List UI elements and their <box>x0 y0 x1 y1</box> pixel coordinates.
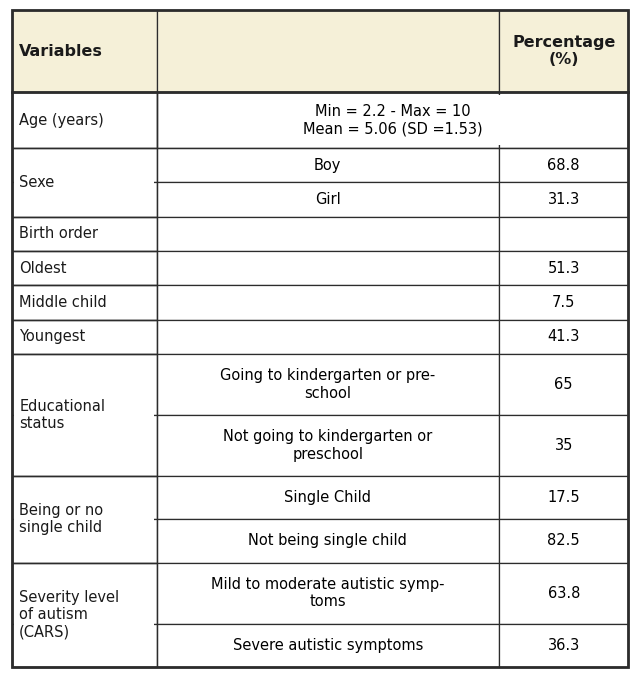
Text: 82.5: 82.5 <box>547 533 580 548</box>
Bar <box>12 217 157 251</box>
Bar <box>499 415 628 476</box>
Bar <box>499 476 628 519</box>
Text: Going to kindergarten or pre-
school: Going to kindergarten or pre- school <box>220 368 435 401</box>
Bar <box>157 92 499 148</box>
Text: Being or no
single child: Being or no single child <box>19 503 103 536</box>
Text: Age (years): Age (years) <box>19 112 104 128</box>
Bar <box>499 563 628 624</box>
Bar <box>14 357 154 473</box>
Text: Girl: Girl <box>315 192 340 207</box>
Bar <box>157 563 499 624</box>
Bar <box>12 320 157 354</box>
Bar <box>12 354 157 415</box>
Bar <box>499 285 628 320</box>
Bar <box>12 217 157 251</box>
Bar <box>499 182 628 217</box>
Bar <box>499 624 628 667</box>
Text: Min = 2.2 - Max = 10
Mean = 5.06 (SD =1.53): Min = 2.2 - Max = 10 Mean = 5.06 (SD =1.… <box>303 104 483 136</box>
Bar <box>12 519 157 563</box>
Bar <box>12 320 157 354</box>
Bar <box>157 415 499 476</box>
Text: 68.8: 68.8 <box>547 158 580 173</box>
Bar <box>157 285 499 320</box>
Bar <box>499 10 628 92</box>
Text: Middle child: Middle child <box>19 295 107 310</box>
Bar <box>157 148 499 182</box>
Text: Single Child: Single Child <box>284 490 371 505</box>
Bar <box>12 285 157 320</box>
Bar <box>12 10 157 92</box>
Text: 17.5: 17.5 <box>547 490 580 505</box>
Bar <box>499 251 628 285</box>
Bar <box>157 182 499 217</box>
Bar <box>14 254 154 282</box>
Bar <box>499 354 628 415</box>
Text: Sexe: Sexe <box>19 175 54 190</box>
Bar <box>157 10 499 92</box>
Bar <box>12 563 157 624</box>
Bar <box>12 285 157 320</box>
Text: Oldest: Oldest <box>19 261 67 276</box>
Bar <box>157 354 499 415</box>
Text: 65: 65 <box>554 377 573 392</box>
Text: 31.3: 31.3 <box>548 192 580 207</box>
Bar <box>12 563 157 667</box>
Bar <box>499 519 628 563</box>
Bar <box>12 148 157 182</box>
Bar <box>14 95 154 145</box>
Bar <box>12 415 157 476</box>
Bar <box>14 288 154 317</box>
Bar <box>157 519 499 563</box>
Bar <box>157 92 628 148</box>
Text: 7.5: 7.5 <box>552 295 575 310</box>
Bar <box>12 92 157 148</box>
Bar <box>14 151 154 214</box>
Bar <box>157 217 499 251</box>
Text: Birth order: Birth order <box>19 226 98 241</box>
Text: Severe autistic symptoms: Severe autistic symptoms <box>232 638 423 653</box>
Text: Not going to kindergarten or
preschool: Not going to kindergarten or preschool <box>223 429 433 462</box>
Bar <box>157 320 499 354</box>
Bar <box>12 251 157 285</box>
Bar <box>157 624 499 667</box>
Text: Severity level
of autism
(CARS): Severity level of autism (CARS) <box>19 590 119 640</box>
Bar <box>14 479 154 559</box>
Text: 63.8: 63.8 <box>547 586 580 600</box>
Text: Educational
status: Educational status <box>19 399 105 431</box>
Bar <box>499 148 628 182</box>
Bar <box>12 476 157 563</box>
Bar <box>14 323 154 351</box>
Bar <box>157 476 499 519</box>
Bar <box>14 565 154 663</box>
Text: Boy: Boy <box>314 158 341 173</box>
Bar <box>14 220 154 248</box>
Bar <box>12 92 157 148</box>
Bar <box>12 148 157 217</box>
Bar <box>12 624 157 667</box>
Text: 41.3: 41.3 <box>547 329 580 344</box>
Text: Mild to moderate autistic symp-
toms: Mild to moderate autistic symp- toms <box>211 577 444 609</box>
Text: Variables: Variables <box>19 44 103 59</box>
Text: 35: 35 <box>554 438 573 453</box>
Text: Youngest: Youngest <box>19 329 86 344</box>
Bar <box>159 95 626 145</box>
Text: 51.3: 51.3 <box>547 261 580 276</box>
Bar <box>12 476 157 519</box>
Text: Percentage
(%): Percentage (%) <box>512 35 616 68</box>
Bar <box>12 182 157 217</box>
Bar <box>12 251 157 285</box>
Text: 36.3: 36.3 <box>548 638 580 653</box>
Bar <box>499 92 628 148</box>
Bar <box>12 354 157 476</box>
Bar <box>499 217 628 251</box>
Text: Not being single child: Not being single child <box>248 533 407 548</box>
Bar <box>157 251 499 285</box>
Bar <box>499 320 628 354</box>
